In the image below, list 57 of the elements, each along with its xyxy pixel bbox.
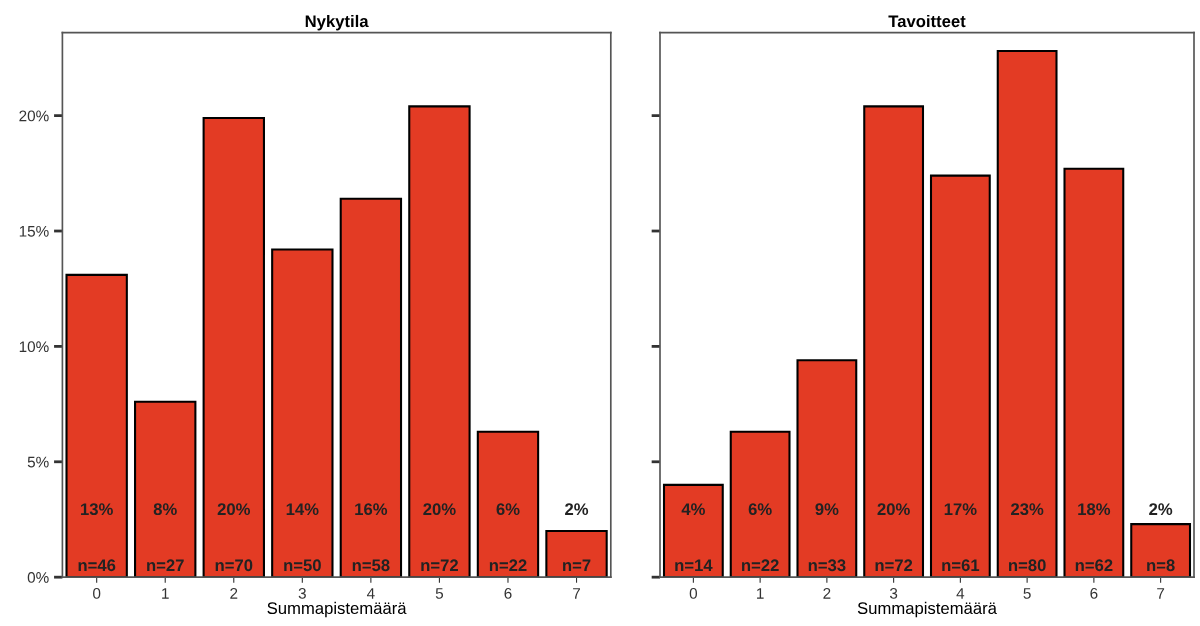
y-tick-label: 5%	[27, 456, 49, 468]
bar	[929, 174, 991, 578]
bar	[339, 197, 403, 578]
x-tick-label: 5	[1023, 588, 1031, 599]
y-tick-label: 0%	[27, 572, 49, 583]
x-tick-label: 0	[689, 587, 698, 599]
text: 9% n=33	[808, 503, 846, 572]
x-tick-label: 1	[757, 588, 764, 599]
bar	[863, 105, 925, 578]
bar	[65, 273, 128, 578]
x-tick-label: 1	[162, 588, 169, 599]
x-tick-label: 4	[366, 588, 375, 599]
x-tick-label: 5	[435, 588, 444, 599]
text: 6% n=22	[742, 503, 779, 571]
text: 16% n=58	[352, 503, 390, 572]
text: 23% n=80	[1009, 503, 1046, 572]
text: 2% n=7	[563, 503, 591, 571]
text: 2% n=8	[1147, 503, 1175, 572]
text: 20% n=70	[215, 503, 253, 572]
chart-title: Tavoitteet	[888, 14, 966, 28]
text: 8% n=27	[147, 503, 184, 571]
text: 4% n=14	[675, 503, 713, 571]
x-tick-label: 7	[1157, 588, 1165, 599]
x-tick-label: 0	[93, 587, 101, 599]
text: 6% n=22	[489, 503, 527, 571]
chart-title: Nykytila	[305, 14, 369, 31]
y-tick-label: 20%	[19, 110, 49, 122]
x-axis-title: Summapistemäärä	[267, 601, 407, 618]
bar	[729, 430, 791, 578]
x-tick-label: 4	[956, 588, 965, 599]
bar	[134, 400, 197, 578]
x-tick-label: 3	[298, 587, 306, 599]
x-tick-label: 2	[230, 587, 238, 599]
bar	[796, 359, 858, 578]
bar	[1130, 523, 1192, 578]
y-tick-label: 10%	[19, 341, 49, 353]
x-tick-label: 6	[1090, 587, 1098, 599]
x-tick-label: 6	[504, 587, 512, 599]
x-tick-label: 3	[889, 587, 898, 599]
text: 14% n=50	[284, 503, 321, 572]
text: 20% n=72	[875, 503, 913, 571]
bar	[996, 49, 1058, 578]
text: 18% n=62	[1075, 503, 1113, 572]
bar	[662, 483, 724, 578]
x-tick-label: 2	[823, 587, 831, 599]
y-tick-label: 15%	[19, 225, 49, 237]
bar	[545, 529, 608, 578]
text: 17% n=61	[942, 503, 980, 572]
bar	[202, 116, 265, 578]
bar	[271, 248, 334, 578]
text: 13% n=46	[78, 503, 116, 572]
x-tick-label: 7	[573, 588, 581, 599]
text: 20% n=72	[421, 503, 458, 571]
x-axis-title: Summapistemäärä	[857, 601, 997, 618]
bar	[476, 430, 540, 578]
bar	[1063, 167, 1125, 578]
bar	[408, 105, 471, 578]
